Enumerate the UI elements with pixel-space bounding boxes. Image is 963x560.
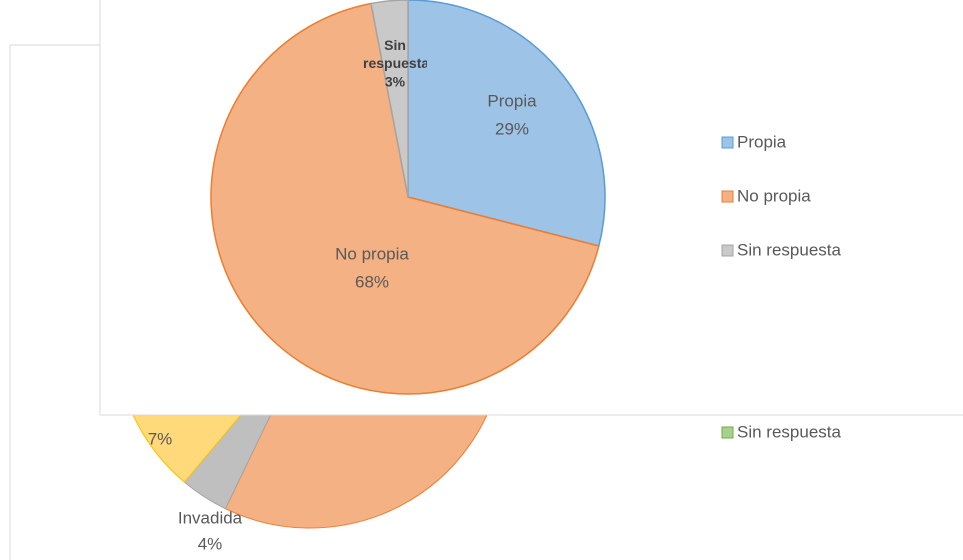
legend-label: Propia bbox=[737, 132, 787, 151]
data-label: Propia bbox=[487, 91, 537, 110]
data-label: Invadida bbox=[178, 508, 243, 527]
legend-label: No propia bbox=[737, 186, 811, 205]
data-label: 4% bbox=[198, 534, 223, 553]
legend-swatch bbox=[721, 136, 734, 149]
pie-slice bbox=[210, 2, 600, 395]
data-label: 7% bbox=[148, 429, 173, 448]
pie-slice bbox=[370, 0, 409, 198]
data-label: 29% bbox=[495, 119, 529, 138]
legend-label: Sin respuesta bbox=[737, 422, 841, 441]
legend-swatch bbox=[721, 426, 734, 439]
data-label: No propia bbox=[335, 244, 409, 263]
legend-swatch bbox=[721, 190, 734, 203]
legend-label: Sin respuesta bbox=[737, 240, 841, 259]
front-chart: Propia 29% No propia 68% Sin respuesta 3% Prop… bbox=[99, 0, 963, 416]
legend-swatch bbox=[721, 244, 734, 257]
data-label-box: Sin respuesta bbox=[363, 37, 427, 71]
data-label: 3% bbox=[385, 74, 406, 90]
data-label: Sin respuesta bbox=[363, 37, 427, 71]
data-label: 68% bbox=[355, 272, 389, 291]
pie-slice bbox=[407, 0, 606, 247]
